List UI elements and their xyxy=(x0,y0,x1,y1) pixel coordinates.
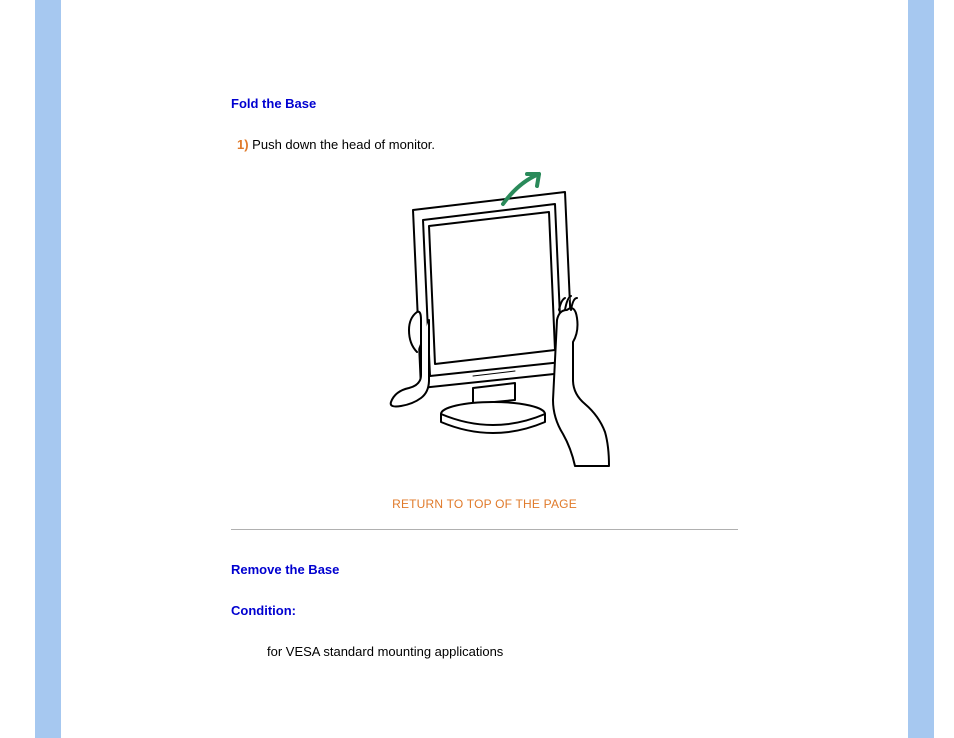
step-number: 1) xyxy=(237,137,249,152)
remove-base-heading: Remove the Base xyxy=(231,562,738,577)
divider xyxy=(231,529,738,530)
illustration xyxy=(231,170,738,473)
left-sidebar xyxy=(35,0,61,738)
monitor-fold-illustration-icon xyxy=(355,170,615,470)
right-sidebar xyxy=(908,0,934,738)
condition-heading: Condition: xyxy=(231,603,738,618)
step-line: 1) Push down the head of monitor. xyxy=(237,137,738,152)
fold-base-heading: Fold the Base xyxy=(231,96,738,111)
page: Fold the Base 1) Push down the head of m… xyxy=(0,0,954,738)
step-text: Push down the head of monitor. xyxy=(249,137,435,152)
condition-text: for VESA standard mounting applications xyxy=(267,644,738,659)
return-to-top-link[interactable]: RETURN TO TOP OF THE PAGE xyxy=(231,497,738,511)
content-area: Fold the Base 1) Push down the head of m… xyxy=(61,0,908,738)
